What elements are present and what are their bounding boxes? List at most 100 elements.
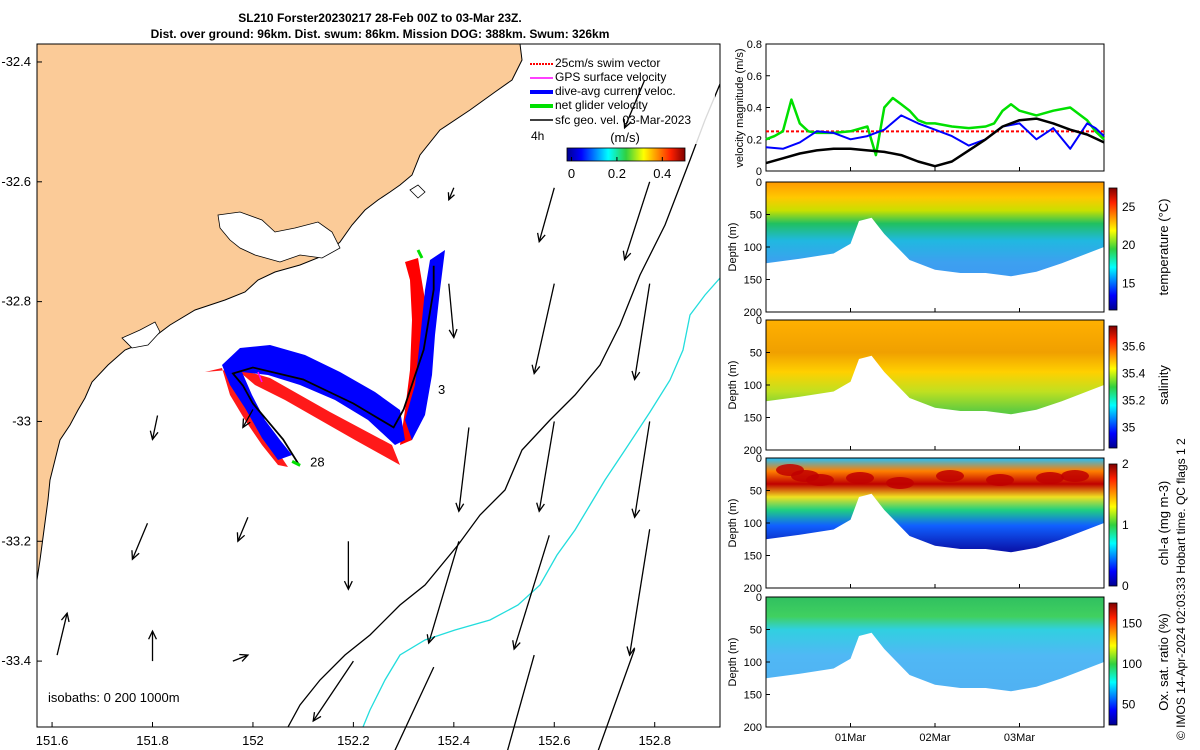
arrow-shaft xyxy=(56,613,68,656)
profile-y-tick-label: 100 xyxy=(744,242,762,254)
arrow-shaft xyxy=(628,529,651,656)
colorbar-tick-label: 2 xyxy=(1122,457,1129,471)
colorbar-label: salinity xyxy=(1156,365,1171,405)
speed-colorbar-ticks: 0 0.2 0.4 xyxy=(568,157,671,181)
profile-ylabel: Depth (m) xyxy=(727,361,739,410)
isobath-200m xyxy=(287,83,720,727)
profile-y-tick-label: 50 xyxy=(750,625,762,637)
arrow-head xyxy=(60,611,70,623)
speed-colorbar xyxy=(566,147,686,162)
arrow-shaft xyxy=(151,415,159,440)
geo-velocity-arrow xyxy=(426,541,460,645)
profile-ylabel: Depth (m) xyxy=(727,223,739,272)
arrow-shaft xyxy=(131,523,149,560)
swim-vector-ribbon xyxy=(205,368,400,467)
velocity-ylabel: velocity magnitude (m/s) xyxy=(734,48,746,167)
arrow-head xyxy=(447,192,455,202)
profile-y-tick-label: 0 xyxy=(756,315,762,327)
map-x-tick-label: 152.4 xyxy=(438,733,471,748)
geo-velocity-arrow xyxy=(148,629,158,662)
arrow-head xyxy=(312,712,322,723)
geo-velocity-arrow xyxy=(447,187,455,202)
colorbar-oxygen xyxy=(1108,602,1118,726)
map-x-tick-label: 152 xyxy=(242,733,264,748)
arrow-head xyxy=(631,508,641,519)
map-x-tick-label: 151.8 xyxy=(136,733,169,748)
arrow-head xyxy=(531,364,541,375)
profile-y-tick-label: 150 xyxy=(744,413,762,425)
arrow-shaft xyxy=(506,654,535,750)
chla-maximum-patch xyxy=(986,474,1014,486)
profile-panel-oxygen: 0 50 100 150 200 Depth (m) 50 100 150 Ox. sat. ra… xyxy=(727,592,1171,734)
geo-velocity-arrow xyxy=(448,283,458,340)
geo-velocity-arrow xyxy=(149,415,159,441)
map-legend: 25cm/s swim vector GPS surface velocity … xyxy=(525,52,715,162)
arrow-shaft xyxy=(394,666,435,750)
chla-maximum-patch xyxy=(1036,472,1064,484)
profile-ylabel: Depth (m) xyxy=(727,638,739,687)
glider-track-line xyxy=(231,265,435,464)
arrow-head xyxy=(626,646,636,657)
glider-track: 28 3 xyxy=(231,249,445,469)
geo-velocity-arrow xyxy=(631,283,651,381)
arrow-head xyxy=(622,250,632,262)
arrow-shaft xyxy=(623,79,646,129)
velocity-ticks: 0 0.2 0.4 0.6 0.8 xyxy=(747,39,1020,178)
map-y-tick-label: -32.4 xyxy=(1,54,31,69)
map-y-tick-label: -32.8 xyxy=(1,294,31,309)
figure-title: SL210 Forster20230217 28-Feb 00Z to 03-M… xyxy=(238,11,521,25)
colorbar-tick-label: 20 xyxy=(1122,238,1136,252)
arrow-head xyxy=(131,550,140,561)
geo-velocity-arrow xyxy=(622,181,651,262)
isobath-1000m xyxy=(362,277,720,727)
arrow-shaft xyxy=(448,283,455,338)
arrow-head xyxy=(512,640,521,651)
legend-interval-label: 4h xyxy=(531,129,544,143)
colorbar-label: chl-a (mg m-3) xyxy=(1156,481,1171,566)
geo-velocity-arrow xyxy=(455,427,470,513)
legend-current-label: dive-avg current veloc. xyxy=(555,84,676,98)
geo-velocity-arrow xyxy=(232,653,250,662)
time-tick-label: 03Mar xyxy=(1004,732,1036,744)
profile-y-tick-label: 200 xyxy=(744,307,762,319)
arrow-shaft xyxy=(232,654,249,662)
chla-maximum-patch xyxy=(886,477,914,489)
current-velocity-ribbon xyxy=(222,345,405,460)
arrow-shaft xyxy=(458,427,470,512)
profile-y-tick-label: 50 xyxy=(750,210,762,222)
side-caption: © IMOS 14-Apr-2024 02:03:33 Hobart time.… xyxy=(1174,438,1188,740)
geo-velocity-arrow xyxy=(512,535,550,651)
velocity-y-tick-label: 0 xyxy=(756,166,762,178)
profile-y-tick-label: 200 xyxy=(744,445,762,457)
geo-velocity-arrow xyxy=(626,529,651,657)
arrow-shaft xyxy=(633,283,651,380)
colorbar-tick-label: 35.2 xyxy=(1122,394,1146,408)
arrow-head xyxy=(536,232,546,244)
profile-panel-temperature: 0 50 100 150 200 Depth (m) 15 20 25 temperature (… xyxy=(727,177,1171,319)
chla-maximum-patch xyxy=(1061,470,1089,482)
geo-velocity-arrow xyxy=(242,409,254,429)
chla-maximum-patch xyxy=(936,470,964,482)
land-mass xyxy=(37,44,523,581)
profile-panel-salinity: 0 50 100 150 200 Depth (m) 35 35.2 35.4 35.6 salin… xyxy=(727,315,1171,457)
net-velocity-segment xyxy=(416,249,424,259)
legend-gps-label: GPS surface velocity xyxy=(555,70,666,84)
profile-panel-chla: 0 50 100 150 200 Depth (m) 0 1 2 chl-a (mg m-3) xyxy=(727,453,1171,595)
arrow-shaft xyxy=(237,517,249,542)
arrow-head xyxy=(623,118,632,130)
estuary-lake xyxy=(121,321,161,349)
chla-maximum-patch xyxy=(806,474,834,486)
geo-velocity-arrow xyxy=(236,517,249,543)
geo-velocity-arrow xyxy=(531,283,555,375)
colorbar-tick-label: 50 xyxy=(1122,698,1136,712)
colorbar-salinity xyxy=(1108,325,1118,449)
legend-swim-label: 25cm/s swim vector xyxy=(555,56,660,70)
arrow-head xyxy=(455,502,465,513)
profile-y-tick-label: 150 xyxy=(744,690,762,702)
arrow-head xyxy=(536,502,545,513)
arrow-shaft xyxy=(428,541,460,644)
map-y-tick-label: -32.6 xyxy=(1,174,31,189)
colorbar-chla xyxy=(1108,463,1118,587)
geo-velocity-arrow xyxy=(343,541,353,591)
